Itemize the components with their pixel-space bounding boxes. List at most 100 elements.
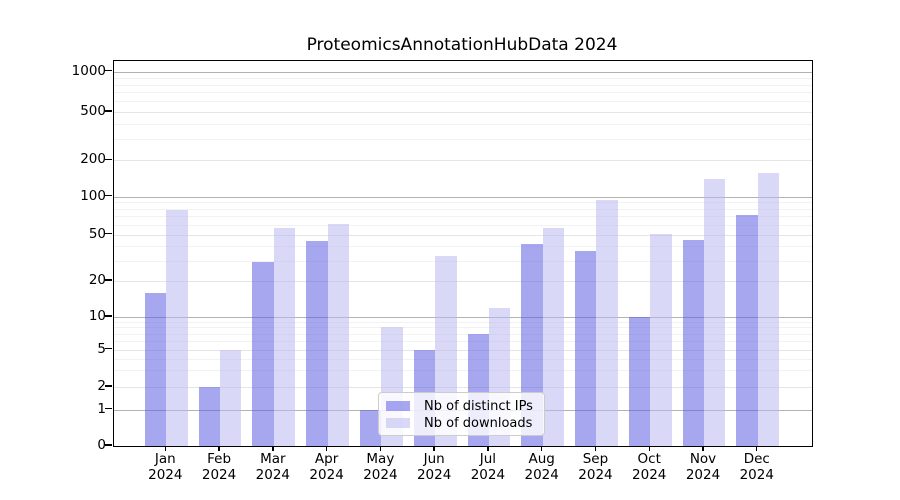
- x-tick-mark: [702, 446, 704, 451]
- gridline: [114, 101, 812, 103]
- gridline: [114, 340, 812, 342]
- bar-distinct-ips-sep: [575, 251, 597, 446]
- x-tick-label-aug: Aug 2024: [524, 451, 559, 483]
- x-tick-label-nov: Nov 2024: [685, 451, 721, 483]
- gridline: [114, 281, 812, 282]
- y-tick-label-100: 100: [80, 187, 106, 204]
- gridline: [114, 234, 812, 236]
- x-tick-mark: [487, 446, 489, 451]
- x-tick-label-oct: Oct 2024: [632, 451, 667, 483]
- bar-downloads-feb: [220, 349, 242, 446]
- y-tick-mark: [105, 70, 112, 72]
- gridline: [114, 84, 812, 86]
- x-tick-label-jun: Jun 2024: [416, 451, 452, 483]
- y-tick-label-200: 200: [80, 151, 106, 168]
- bar-downloads-apr: [327, 223, 349, 446]
- gridline: [114, 358, 812, 360]
- y-tick-mark: [105, 158, 112, 160]
- gridline: [114, 208, 812, 210]
- chart-title: ProteomicsAnnotationHubData 2024: [306, 35, 618, 55]
- bar-distinct-ips-jan: [144, 292, 167, 446]
- y-tick-label-5: 5: [97, 340, 106, 357]
- x-tick-label-mar: Mar 2024: [255, 451, 290, 483]
- y-tick-mark: [105, 315, 112, 317]
- legend-item-distinct-ips: Nb of distinct IPs: [386, 398, 536, 414]
- gridline: [114, 92, 812, 94]
- y-tick-mark: [105, 279, 112, 281]
- gridline: [114, 317, 812, 318]
- gridline: [114, 77, 812, 79]
- y-tick-label-2: 2: [97, 378, 106, 394]
- bar-downloads-aug: [542, 228, 565, 446]
- y-tick-mark: [105, 408, 112, 410]
- legend-label-distinct-ips: Nb of distinct IPs: [424, 398, 533, 414]
- gridline: [114, 216, 812, 218]
- x-tick-label-sep: Sep 2024: [578, 451, 613, 483]
- x-tick-label-dec: Dec 2024: [739, 451, 774, 483]
- gridline: [114, 370, 812, 372]
- x-tick-mark: [594, 446, 597, 451]
- y-tick-mark: [105, 110, 112, 112]
- x-tick-label-apr: Apr 2024: [309, 451, 344, 483]
- legend-item-downloads: Nb of downloads: [386, 415, 536, 431]
- bar-distinct-ips-may: [359, 409, 382, 446]
- x-tick-mark: [433, 446, 435, 451]
- gridline: [114, 327, 812, 329]
- gridline: [114, 333, 812, 335]
- bar-downloads-sep: [596, 200, 618, 446]
- x-tick-label-may: May 2024: [363, 451, 398, 483]
- x-tick-mark: [540, 446, 543, 451]
- bar-distinct-ips-feb: [198, 387, 221, 446]
- x-tick-label-jul: Jul 2024: [470, 451, 506, 483]
- y-tick-label-1000: 1000: [71, 62, 106, 79]
- bar-downloads-nov: [704, 178, 726, 446]
- y-tick-mark: [105, 233, 112, 235]
- bar-downloads-mar: [273, 227, 296, 446]
- x-tick-mark: [379, 446, 382, 451]
- gridline: [114, 321, 812, 323]
- y-tick-mark: [105, 195, 112, 197]
- legend-swatch-distinct-ips-icon: [386, 401, 410, 411]
- gridline: [114, 202, 812, 204]
- gridline: [114, 71, 812, 73]
- y-tick-label-10: 10: [88, 308, 106, 324]
- x-tick-label-feb: Feb 2024: [201, 451, 237, 483]
- bar-distinct-ips-oct: [628, 317, 651, 446]
- legend-label-downloads: Nb of downloads: [424, 415, 533, 431]
- bar-distinct-ips-nov: [682, 240, 704, 446]
- gridline: [114, 224, 812, 226]
- bar-distinct-ips-apr: [306, 241, 328, 446]
- x-tick-mark: [164, 446, 166, 451]
- y-tick-label-1: 1: [97, 400, 106, 417]
- x-tick-mark: [325, 446, 328, 451]
- x-tick-label-jan: Jan 2024: [148, 451, 183, 483]
- bar-distinct-ips-mar: [252, 262, 274, 446]
- bar-downloads-oct: [650, 233, 672, 446]
- gridline: [114, 112, 812, 113]
- gridline: [114, 260, 812, 262]
- y-tick-label-50: 50: [88, 225, 106, 242]
- y-tick-mark: [105, 444, 112, 446]
- x-tick-mark: [648, 446, 650, 451]
- y-tick-mark: [105, 385, 112, 387]
- gridline: [114, 138, 812, 140]
- legend: Nb of distinct IPs Nb of downloads: [378, 392, 545, 436]
- gridline: [114, 196, 812, 198]
- x-tick-mark: [756, 446, 758, 451]
- plot-area: [113, 60, 813, 447]
- y-tick-label-20: 20: [88, 272, 106, 288]
- gridline: [114, 160, 812, 162]
- y-tick-label-500: 500: [80, 103, 106, 119]
- x-tick-mark: [218, 446, 220, 451]
- x-tick-mark: [272, 446, 274, 451]
- y-tick-mark: [105, 347, 112, 350]
- gridline: [114, 349, 812, 351]
- y-tick-label-0: 0: [97, 437, 106, 453]
- gridline: [114, 123, 812, 125]
- bar-downloads-jan: [166, 210, 188, 446]
- bar-downloads-dec: [757, 173, 780, 446]
- bar-distinct-ips-dec: [736, 214, 758, 446]
- gridline: [114, 245, 812, 247]
- legend-swatch-downloads-icon: [386, 418, 410, 428]
